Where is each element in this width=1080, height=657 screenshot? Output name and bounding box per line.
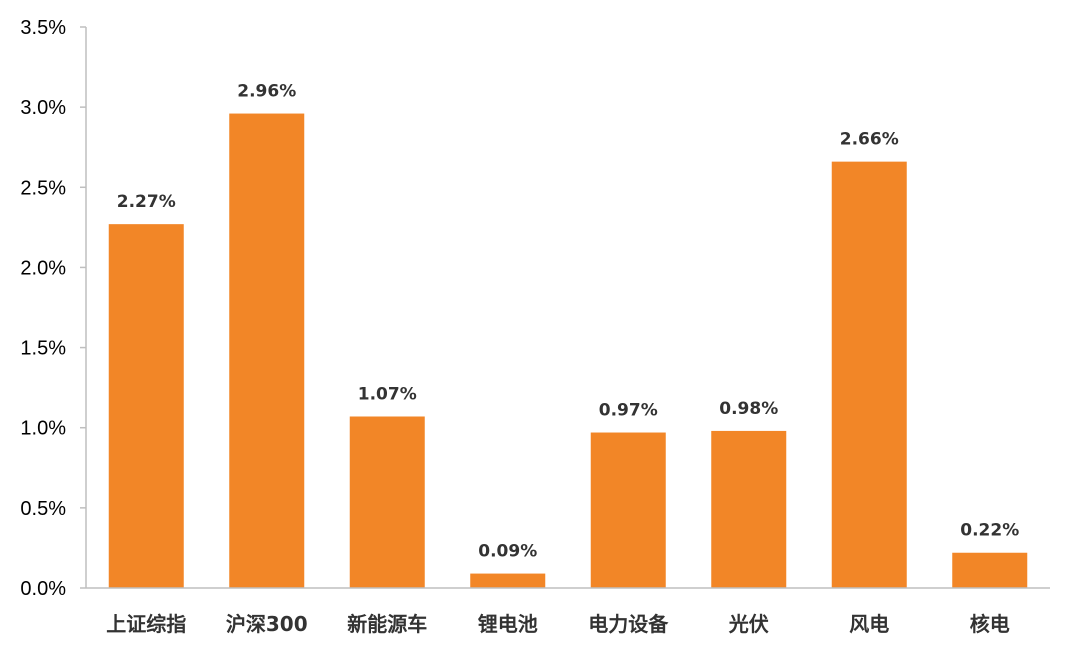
bar [108, 224, 184, 588]
bar [711, 430, 787, 588]
y-tick-label: 2.5% [20, 177, 66, 199]
data-labels: 2.27% 2.96% 1.07% 0.09% 0.97% 0.98% 2.66% 0.22% [117, 82, 1019, 562]
data-label: 0.97% [599, 401, 658, 421]
y-tick-label: 3.5% [20, 17, 66, 39]
data-label: 1.07% [358, 384, 417, 404]
data-label: 0.98% [719, 399, 778, 419]
bar [952, 552, 1028, 588]
data-label: 2.27% [117, 192, 176, 212]
y-tick-label: 3.0% [20, 97, 66, 119]
data-label: 0.22% [960, 521, 1019, 541]
x-tick-label: 电力设备 [588, 612, 669, 636]
x-tick-label: 光伏 [728, 612, 769, 636]
y-tick-label: 0.5% [20, 498, 66, 520]
bars [108, 113, 1028, 588]
y-tick-label: 1.5% [20, 338, 66, 360]
bar [349, 416, 425, 588]
data-label: 0.09% [478, 542, 537, 562]
data-label: 2.96% [237, 82, 296, 102]
bar [590, 432, 666, 588]
data-label: 2.66% [840, 130, 899, 150]
x-axis: 上证综指 沪深300 新能源车 锂电池 电力设备 光伏 风电 核电 [86, 587, 1050, 636]
y-tick-label: 2.0% [20, 257, 66, 279]
x-tick-label: 新能源车 [347, 612, 427, 636]
y-axis: 0.0% 0.5% 1.0% 1.5% 2.0% 2.5% 3.0% 3.5% [20, 17, 87, 600]
bar [470, 573, 546, 588]
x-tick-label: 上证综指 [106, 612, 186, 636]
x-tick-label: 沪深300 [226, 612, 308, 636]
y-tick-label: 0.0% [20, 578, 66, 600]
x-tick-label: 锂电池 [478, 612, 538, 636]
y-tick-label: 1.0% [20, 418, 66, 440]
bar [229, 113, 305, 588]
x-tick-label: 风电 [849, 612, 889, 636]
bar [831, 161, 907, 588]
x-tick-label: 核电 [970, 612, 1010, 636]
